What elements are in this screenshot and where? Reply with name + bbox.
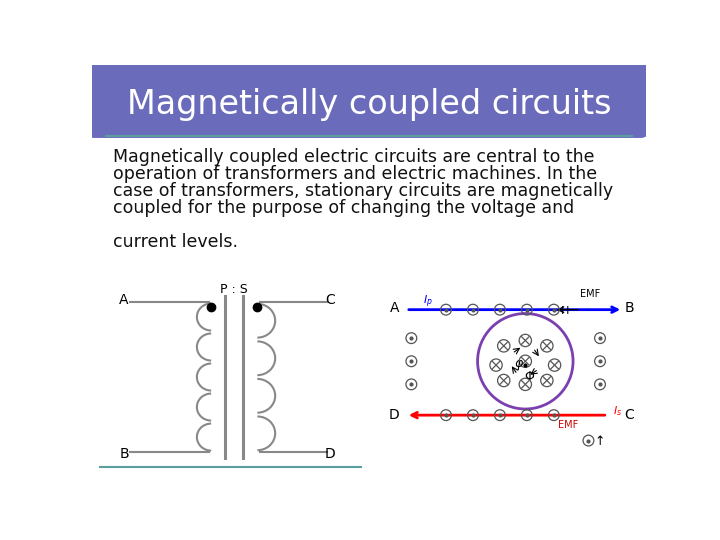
Text: D: D [389, 408, 400, 422]
Text: H: H [560, 306, 569, 316]
FancyBboxPatch shape [85, 58, 653, 488]
Text: $\varphi$: $\varphi$ [514, 358, 524, 372]
Text: $\Phi$: $\Phi$ [523, 370, 535, 383]
Text: B: B [120, 447, 129, 461]
Text: D: D [325, 447, 336, 461]
Text: C: C [624, 408, 634, 422]
Text: current levels.: current levels. [113, 233, 238, 251]
Text: $\uparrow$: $\uparrow$ [593, 434, 605, 448]
Text: P : S: P : S [220, 283, 248, 296]
Text: $I_p$: $I_p$ [423, 294, 433, 310]
Text: EMF: EMF [580, 289, 600, 299]
Text: case of transformers, stationary circuits are magnetically: case of transformers, stationary circuit… [113, 182, 613, 200]
Text: Magnetically coupled electric circuits are central to the: Magnetically coupled electric circuits a… [113, 148, 595, 166]
Text: operation of transformers and electric machines. In the: operation of transformers and electric m… [113, 165, 598, 183]
Text: EMF: EMF [557, 420, 577, 430]
Text: Magnetically coupled circuits: Magnetically coupled circuits [127, 89, 611, 122]
Text: $I_s$: $I_s$ [613, 404, 622, 418]
FancyBboxPatch shape [86, 59, 649, 138]
Text: coupled for the purpose of changing the voltage and: coupled for the purpose of changing the … [113, 199, 575, 217]
Text: C: C [325, 293, 336, 307]
Text: A: A [390, 301, 399, 315]
Text: A: A [120, 293, 129, 307]
Text: B: B [624, 301, 634, 315]
